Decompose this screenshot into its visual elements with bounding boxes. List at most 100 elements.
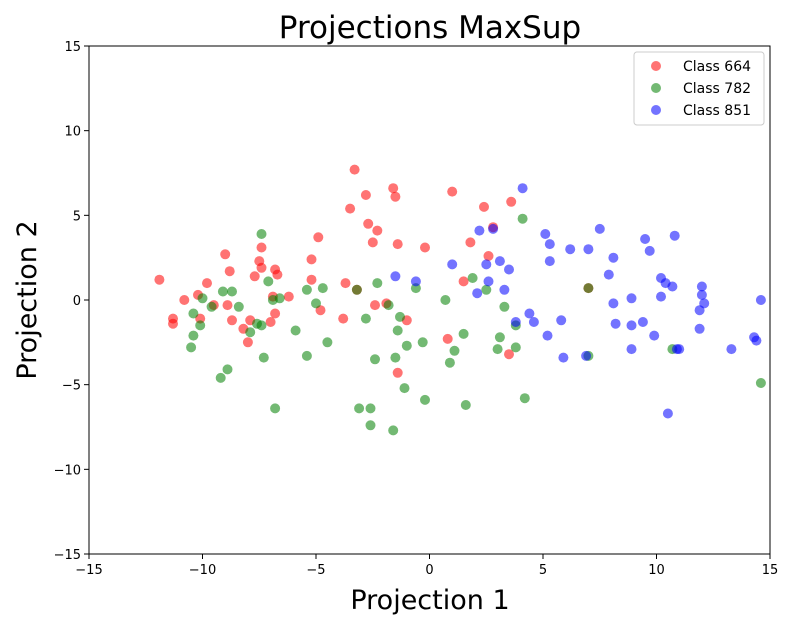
- data-point: [360, 313, 371, 324]
- data-point: [197, 293, 208, 304]
- legend-marker: [651, 105, 661, 115]
- data-point: [410, 276, 421, 287]
- data-point: [301, 284, 312, 295]
- y-tick-label: 15: [64, 40, 81, 55]
- data-point: [558, 352, 569, 363]
- data-point: [206, 301, 217, 312]
- data-point: [662, 408, 673, 419]
- legend: Class 664 Class 782 Class 851: [633, 51, 765, 126]
- data-point: [492, 344, 503, 355]
- data-point: [372, 225, 383, 236]
- data-point: [256, 262, 267, 273]
- data-point: [458, 276, 469, 287]
- data-point: [313, 232, 324, 243]
- data-point: [168, 318, 178, 329]
- y-tick-label: −10: [54, 463, 81, 478]
- data-point: [306, 274, 317, 285]
- data-point: [258, 352, 269, 363]
- x-tick-label: 10: [648, 563, 665, 578]
- data-point: [420, 394, 430, 405]
- chart-title: Projections MaxSup: [279, 10, 581, 46]
- data-point: [755, 378, 766, 388]
- data-point: [465, 237, 476, 248]
- legend-label: Class 664: [683, 59, 751, 75]
- x-tick-label: −5: [306, 563, 325, 578]
- data-point: [540, 229, 551, 239]
- data-point: [608, 298, 619, 309]
- data-point: [311, 298, 321, 309]
- data-point: [544, 256, 555, 267]
- legend-marker: [651, 61, 661, 71]
- data-point: [444, 357, 455, 368]
- data-point: [365, 403, 376, 414]
- data-point: [270, 403, 281, 414]
- data-point: [494, 256, 505, 267]
- data-point: [479, 201, 489, 212]
- data-point: [340, 278, 351, 289]
- data-point: [388, 425, 399, 436]
- data-point: [215, 372, 226, 383]
- data-point: [301, 350, 312, 361]
- x-tick-label: 0: [425, 563, 433, 578]
- legend-marker: [651, 83, 661, 93]
- data-point: [494, 332, 505, 343]
- legend-frame: [633, 51, 765, 126]
- legend-label: Class 851: [683, 103, 751, 119]
- data-point: [644, 245, 655, 256]
- data-point: [217, 286, 228, 297]
- data-point: [519, 393, 530, 404]
- y-tick-label: −5: [62, 379, 81, 394]
- data-point: [649, 330, 660, 341]
- data-point: [694, 323, 705, 334]
- data-point: [370, 300, 380, 311]
- data-point: [370, 354, 380, 365]
- x-tick-label: 15: [762, 563, 779, 578]
- x-axis-ticks: −15 −10 −5 0 5 10 15: [75, 554, 778, 578]
- data-point: [420, 242, 430, 253]
- data-point: [504, 349, 514, 360]
- data-point: [610, 318, 621, 329]
- data-point: [365, 420, 376, 431]
- data-point: [504, 264, 514, 275]
- data-point: [458, 328, 469, 339]
- data-point: [186, 342, 197, 353]
- data-point: [510, 342, 521, 353]
- data-point: [528, 317, 539, 327]
- points-layer: [154, 164, 766, 436]
- data-point: [224, 266, 235, 277]
- data-point: [449, 345, 460, 356]
- data-point: [565, 244, 576, 255]
- data-point: [481, 284, 492, 295]
- data-point: [640, 234, 651, 244]
- data-point: [696, 281, 707, 292]
- data-point: [474, 225, 485, 236]
- data-point: [395, 311, 405, 322]
- data-point: [270, 308, 281, 319]
- data-point: [467, 273, 478, 283]
- data-point: [274, 293, 285, 304]
- data-point: [447, 259, 458, 270]
- data-point: [483, 276, 494, 287]
- data-point: [583, 244, 594, 255]
- series-1: [186, 213, 766, 436]
- data-point: [442, 333, 453, 344]
- x-tick-label: −10: [189, 563, 216, 578]
- data-point: [372, 278, 383, 289]
- data-point: [233, 301, 244, 312]
- data-point: [581, 350, 592, 361]
- data-point: [390, 271, 401, 282]
- legend-label: Class 782: [683, 81, 751, 97]
- data-point: [399, 383, 410, 394]
- legend-entry: Class 782: [651, 81, 751, 97]
- data-point: [460, 400, 471, 410]
- data-point: [481, 259, 492, 270]
- data-point: [667, 281, 678, 292]
- data-point: [594, 223, 605, 234]
- data-point: [656, 291, 666, 302]
- y-axis-ticks: −15 −10 −5 0 5 10 15: [54, 40, 89, 563]
- data-point: [699, 298, 710, 309]
- data-point: [154, 274, 165, 285]
- data-point: [556, 315, 567, 326]
- data-point: [488, 223, 499, 234]
